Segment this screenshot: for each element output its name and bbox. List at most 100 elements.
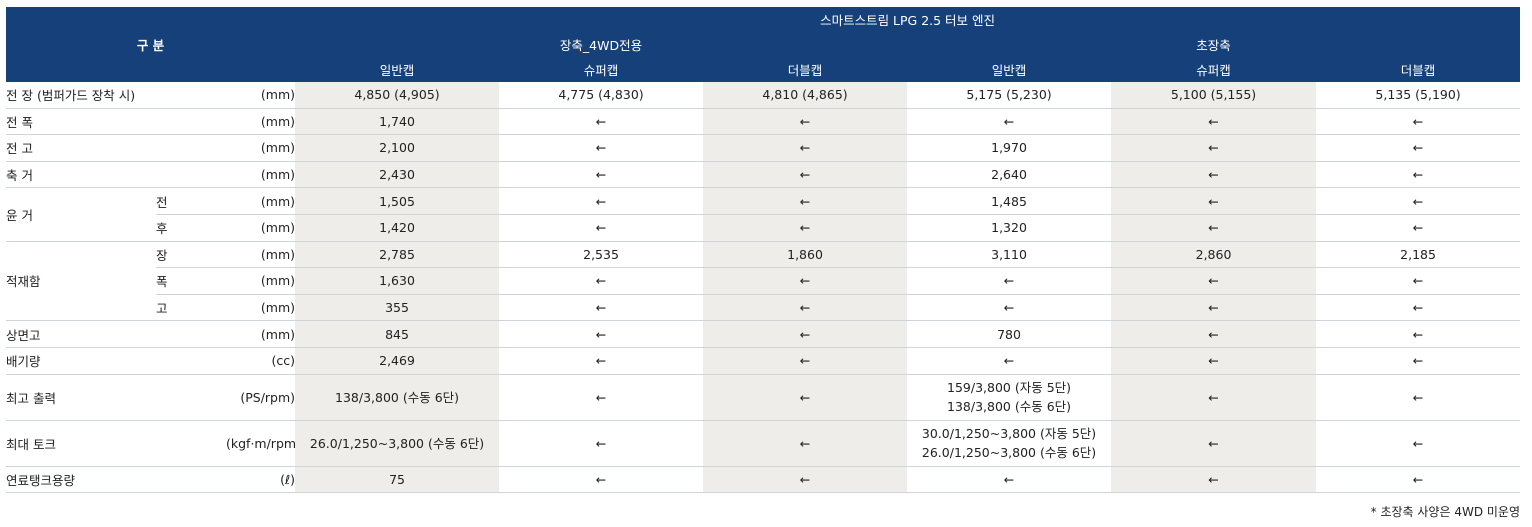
cell: ← <box>703 347 908 375</box>
cab-header: 일반캡 <box>295 57 500 82</box>
cell: ← <box>499 108 704 136</box>
table-row: 최대 토크 (kgf·m/rpm) 26.0/1,250~3,800 (수동 6… <box>6 420 1521 467</box>
cell: ← <box>499 161 704 189</box>
cell: ← <box>499 187 704 215</box>
cell: ← <box>499 134 704 162</box>
cell: 1,740 <box>295 108 500 136</box>
table-row: 전 고 (mm) 2,100 ← ← 1,970 ← ← <box>6 134 1521 162</box>
cell: ← <box>1316 420 1521 467</box>
cell: 1,320 <box>907 214 1112 242</box>
row-unit: (mm) <box>226 320 296 348</box>
cell: ← <box>1316 214 1521 242</box>
table-row: 적재함 장 (mm) 2,785 2,535 1,860 3,110 2,860… <box>6 241 1521 322</box>
row-unit: (mm) <box>226 82 296 109</box>
cell: ← <box>1316 294 1521 322</box>
engine-header: 스마트스트림 LPG 2.5 터보 엔진 <box>295 7 1521 32</box>
cell: ← <box>1111 294 1317 322</box>
row-label: 전 고 <box>6 134 226 162</box>
cell: ← <box>1111 187 1317 215</box>
cell: 2,185 <box>1316 241 1521 269</box>
row-label: 적재함 <box>6 241 156 322</box>
row-sublabel: 후 <box>156 214 226 242</box>
row-label: 윤 거 <box>6 187 156 242</box>
cell: 30.0/1,250~3,800 (자동 5단) 26.0/1,250~3,80… <box>907 420 1112 467</box>
cell: 845 <box>295 320 500 348</box>
spec-table: 구 분 스마트스트림 LPG 2.5 터보 엔진 장축_4WD전용 초장축 일반… <box>6 7 1521 494</box>
row-label: 최대 토크 <box>6 420 226 467</box>
table-row: 폭 (mm) 1,630 ← ← ← ← ← <box>6 267 1521 295</box>
row-label: 전 장 (범퍼가드 장착 시) <box>6 82 226 109</box>
cell: ← <box>1316 161 1521 189</box>
cell: 1,420 <box>295 214 500 242</box>
row-sublabel: 전 <box>156 187 226 215</box>
cell: ← <box>1316 374 1521 421</box>
table-row: 전 장 (범퍼가드 장착 시) (mm) 4,850 (4,905) 4,775… <box>6 82 1521 109</box>
cell: ← <box>499 267 704 295</box>
row-unit: (kgf·m/rpm) <box>226 420 296 467</box>
cell: ← <box>499 214 704 242</box>
row-sublabel: 폭 <box>156 267 226 295</box>
cab-header: 더블캡 <box>703 57 908 82</box>
row-unit: (cc) <box>226 347 296 375</box>
cell: ← <box>703 187 908 215</box>
cell: ← <box>499 466 704 494</box>
cell: ← <box>703 161 908 189</box>
cell: ← <box>907 267 1112 295</box>
row-label: 전 폭 <box>6 108 226 136</box>
cab-header: 슈퍼캡 <box>1111 57 1317 82</box>
cell: 2,535 <box>499 241 704 269</box>
row-label: 축 거 <box>6 161 226 189</box>
cell: 2,785 <box>295 241 500 269</box>
cell: 4,810 (4,865) <box>703 82 908 109</box>
cell: ← <box>703 134 908 162</box>
group-header-extra-long: 초장축 <box>907 32 1521 57</box>
cell-line: 159/3,800 (자동 5단) <box>947 380 1072 396</box>
cell: ← <box>1111 134 1317 162</box>
table-row: 고 (mm) 355 ← ← ← ← ← <box>6 294 1521 322</box>
cell: 2,430 <box>295 161 500 189</box>
cell: ← <box>499 374 704 421</box>
cell: 2,640 <box>907 161 1112 189</box>
cell: ← <box>499 320 704 348</box>
row-sublabel: 고 <box>156 294 226 322</box>
row-unit: (ℓ) <box>226 466 296 494</box>
table-row: 최고 출력 (PS/rpm) 138/3,800 (수동 6단) ← ← 159… <box>6 374 1521 421</box>
row-label: 배기량 <box>6 347 226 375</box>
cell: ← <box>907 466 1112 494</box>
cab-header: 더블캡 <box>1316 57 1521 82</box>
row-unit: (mm) <box>226 108 296 136</box>
cab-header: 슈퍼캡 <box>499 57 704 82</box>
row-sublabel: 장 <box>156 241 226 269</box>
cell: 2,469 <box>295 347 500 375</box>
footnote: * 초장축 사양은 4WD 미운영 <box>1370 505 1520 519</box>
cell: 5,175 (5,230) <box>907 82 1112 109</box>
row-unit: (mm) <box>226 241 296 269</box>
cell-line: 26.0/1,250~3,800 (수동 6단) <box>921 445 1097 461</box>
cell: 1,630 <box>295 267 500 295</box>
table-row: 후 (mm) 1,420 ← ← 1,320 ← ← <box>6 214 1521 242</box>
table-row: 상면고 (mm) 845 ← ← 780 ← ← <box>6 320 1521 348</box>
cab-header: 일반캡 <box>907 57 1112 82</box>
cell: ← <box>1111 320 1317 348</box>
cell: ← <box>499 347 704 375</box>
cell: ← <box>703 214 908 242</box>
cell: ← <box>907 347 1112 375</box>
gubun-header: 구 분 <box>6 7 296 82</box>
cell: ← <box>1316 466 1521 494</box>
table-row: 전 폭 (mm) 1,740 ← ← ← ← ← <box>6 108 1521 136</box>
cell: ← <box>1111 214 1317 242</box>
row-unit: (mm) <box>226 187 296 215</box>
row-unit: (mm) <box>226 161 296 189</box>
row-unit: (mm) <box>226 134 296 162</box>
table-row: 윤 거 전 (mm) 1,505 ← ← 1,485 ← ← <box>6 187 1521 242</box>
cell: ← <box>499 420 704 467</box>
cell: 1,485 <box>907 187 1112 215</box>
cell: 4,850 (4,905) <box>295 82 500 109</box>
cell: 2,860 <box>1111 241 1317 269</box>
cell: ← <box>703 420 908 467</box>
row-label: 연료탱크용량 <box>6 466 226 494</box>
cell: ← <box>703 267 908 295</box>
row-unit: (mm) <box>226 294 296 322</box>
cell: ← <box>1111 420 1317 467</box>
cell-line: 138/3,800 (수동 6단) <box>947 399 1072 415</box>
